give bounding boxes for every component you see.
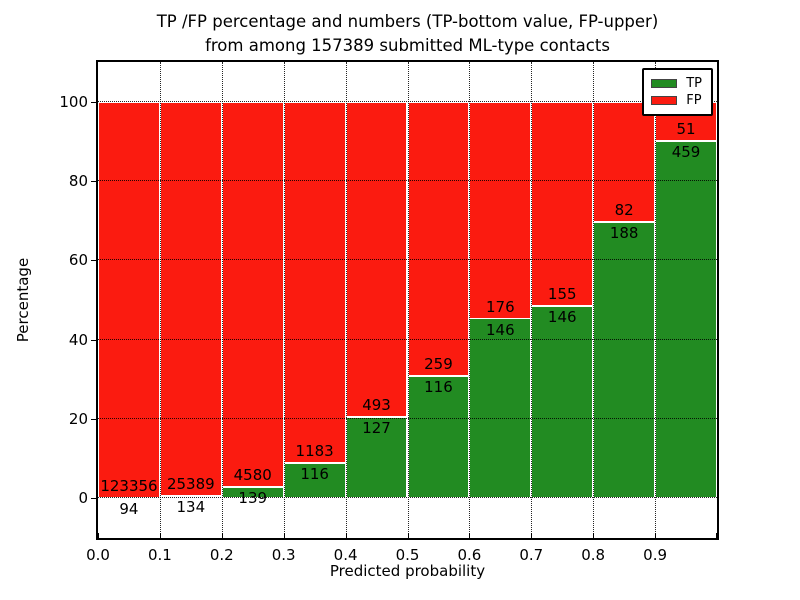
- bar-label-tp: 94: [119, 500, 139, 518]
- x-tick: [407, 533, 409, 538]
- bar-label-tp: 146: [486, 320, 515, 339]
- bar-segment-fp: [98, 101, 160, 498]
- bar-segment-tp: [345, 417, 408, 499]
- y-tick: [91, 101, 96, 103]
- y-axis-label: Percentage: [14, 257, 32, 343]
- x-gridline: [407, 62, 409, 538]
- bar-label-fp: 25389: [166, 475, 215, 494]
- bar-segment-fp: [221, 101, 284, 487]
- fp-color-swatch: [651, 96, 678, 105]
- y-tick: [91, 339, 96, 341]
- y-tick-label: 60: [68, 251, 88, 270]
- bar-segment-fp: [469, 101, 532, 319]
- x-tick-label: 0.4: [333, 546, 358, 564]
- bar-label-fp: 51: [676, 120, 696, 139]
- legend-label-tp: TP: [686, 76, 702, 91]
- x-tick: [469, 533, 471, 538]
- y-tick-label: 100: [59, 92, 88, 111]
- y-tick: [91, 181, 96, 182]
- y-tick-label: 20: [68, 410, 88, 428]
- tp-color-swatch: [651, 79, 678, 88]
- bar-label-tp: 134: [176, 498, 206, 517]
- y-gridline: [98, 100, 717, 102]
- x-tick-label: 0.2: [209, 546, 234, 564]
- bar-label-fp: 493: [362, 396, 391, 415]
- chart-title-line2: from among 157389 submitted ML-type cont…: [205, 36, 610, 55]
- x-tick: [716, 533, 717, 538]
- bar-label-tp: 139: [238, 488, 268, 507]
- y-tick-label: 80: [68, 172, 88, 190]
- x-tick-label: 0.5: [395, 546, 420, 564]
- y-gridline: [98, 418, 717, 419]
- chart-title: TP /FP percentage and numbers (TP-bottom…: [96, 10, 719, 58]
- y-gridline: [98, 338, 717, 340]
- chart-title-line1: TP /FP percentage and numbers (TP-bottom…: [156, 12, 659, 31]
- legend-entry-fp: FP: [651, 92, 702, 109]
- x-tick: [98, 533, 99, 538]
- bar-segment-tp: [655, 141, 717, 499]
- x-gridline: [531, 62, 533, 538]
- y-gridline: [98, 180, 717, 181]
- bar-label-tp: 116: [424, 377, 453, 396]
- x-tick: [655, 533, 657, 538]
- x-tick-label: 0.0: [86, 546, 110, 564]
- x-tick-label: 0.3: [271, 546, 296, 564]
- x-tick: [531, 533, 533, 538]
- bar-segment-tp: [593, 222, 656, 499]
- y-gridline: [98, 497, 717, 499]
- x-tick: [159, 533, 161, 538]
- y-tick: [91, 419, 96, 420]
- bar-segment-fp: [531, 101, 594, 306]
- x-gridline: [283, 62, 285, 538]
- y-tick-label: 0: [78, 489, 88, 508]
- x-gridline: [655, 62, 657, 538]
- x-tick: [283, 533, 285, 538]
- x-tick-label: 0.6: [457, 546, 482, 564]
- bar-label-fp: 82: [614, 201, 634, 220]
- x-tick-label: 0.9: [643, 546, 668, 564]
- y-gridline: [98, 259, 717, 261]
- bar-label-tp: 116: [300, 464, 329, 483]
- plot-area: TP FP 123356 94 25389 134 4580 139 1183 116 493 1…: [96, 60, 719, 540]
- bar-label-tp: 127: [362, 419, 391, 438]
- legend: TP FP: [642, 68, 713, 116]
- legend-label-fp: FP: [686, 93, 702, 108]
- x-tick-label: 0.1: [147, 546, 172, 564]
- bar-label-fp: 155: [547, 284, 577, 303]
- x-tick: [221, 533, 223, 538]
- x-gridline: [221, 62, 223, 538]
- y-tick: [91, 498, 96, 500]
- bar-label-fp: 4580: [233, 465, 272, 484]
- legend-entry-tp: TP: [651, 75, 702, 92]
- y-tick: [91, 260, 96, 262]
- bar-segment-tp: [531, 305, 594, 499]
- bar-label-tp: 188: [609, 224, 639, 243]
- bar-label-tp: 459: [671, 143, 701, 162]
- bar-segment-fp: [407, 101, 470, 376]
- x-gridline: [469, 62, 471, 538]
- x-gridline: [345, 62, 347, 538]
- x-gridline: [159, 62, 161, 538]
- y-tick-label: 40: [68, 330, 88, 349]
- bar-label-fp: 1183: [295, 441, 334, 460]
- bar-label-fp: 259: [424, 354, 453, 373]
- x-gridline: [593, 62, 595, 538]
- bar-label-fp: 123356: [100, 477, 158, 495]
- bar-segment-fp: [283, 101, 346, 463]
- bar-label-fp: 176: [486, 297, 515, 316]
- x-tick: [593, 533, 595, 538]
- bar-segment-fp: [159, 101, 222, 497]
- bar-segment-fp: [593, 101, 656, 223]
- bar-label-tp: 146: [547, 307, 577, 326]
- x-tick: [345, 533, 347, 538]
- x-tick-label: 0.7: [519, 546, 544, 564]
- x-axis-label: Predicted probability: [329, 562, 486, 580]
- x-tick-label: 0.8: [581, 546, 606, 564]
- bar-segment-tp: [469, 318, 532, 499]
